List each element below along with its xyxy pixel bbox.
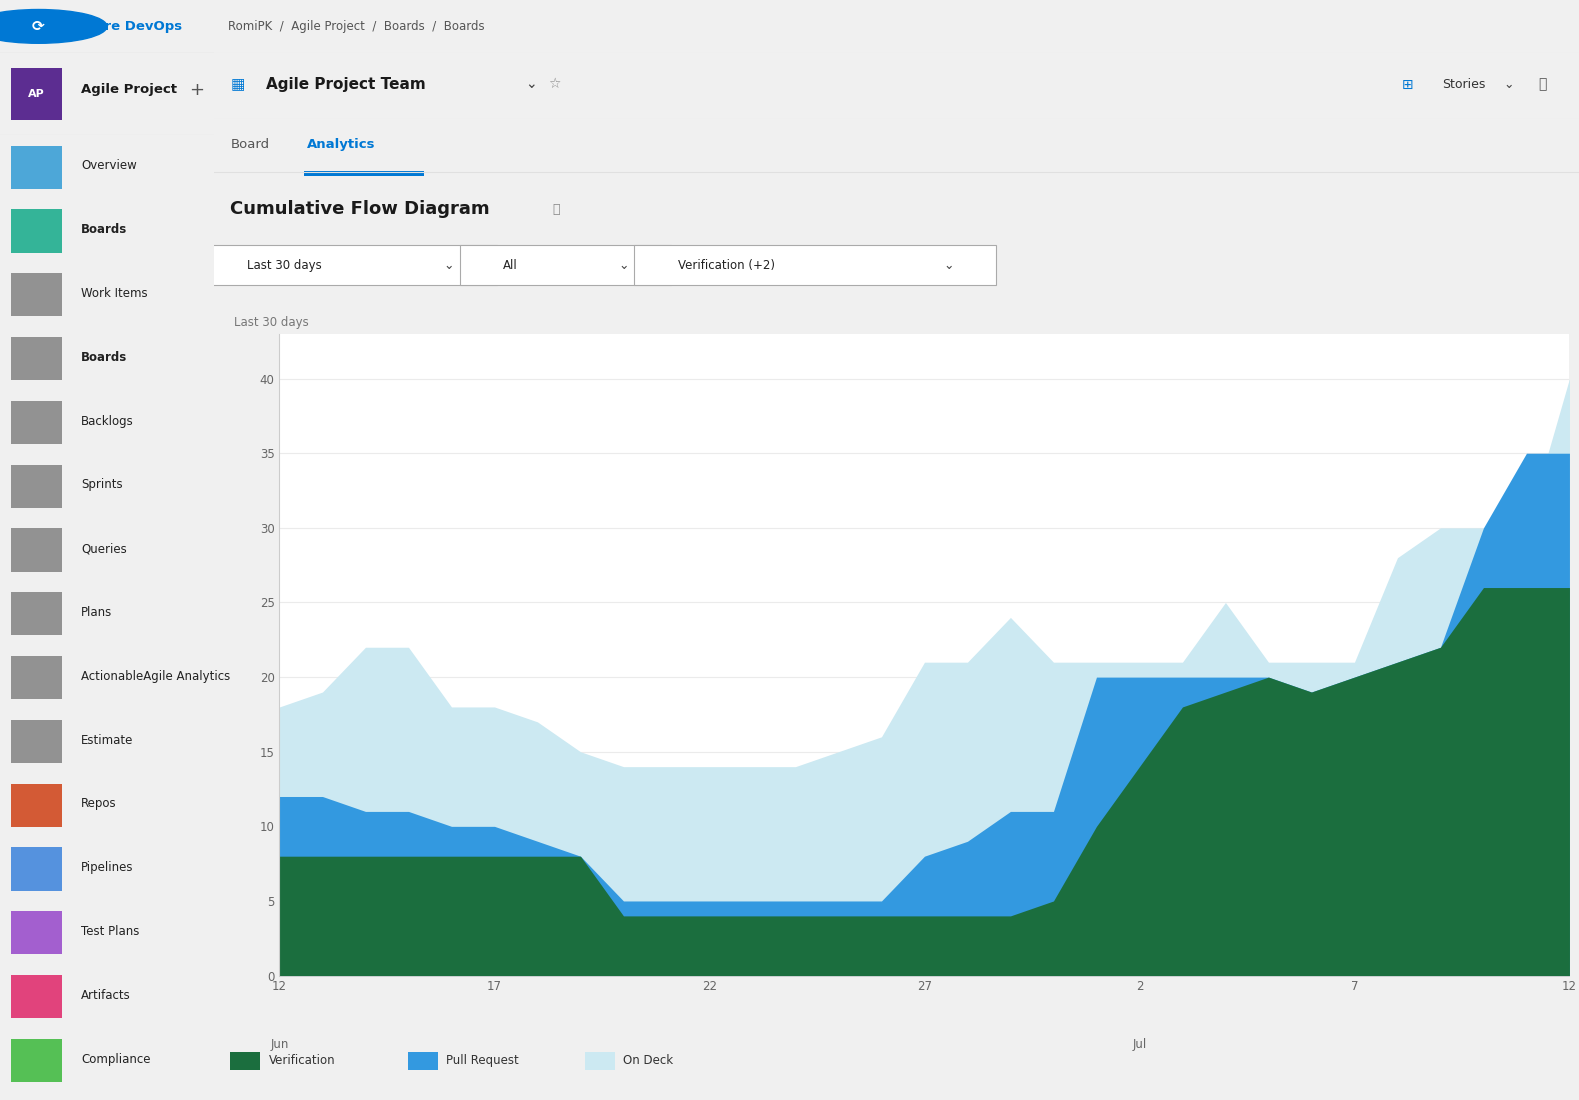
Text: Boards: Boards [81, 351, 128, 364]
Text: Boards: Boards [81, 223, 128, 236]
Text: Overview: Overview [81, 160, 137, 173]
Text: Agile Project: Agile Project [81, 84, 177, 97]
Bar [305, 172, 425, 176]
FancyBboxPatch shape [11, 847, 62, 891]
Text: Analytics: Analytics [306, 138, 376, 151]
FancyBboxPatch shape [11, 464, 62, 508]
Text: Stories: Stories [1443, 78, 1486, 91]
Text: ⌄: ⌄ [943, 258, 954, 272]
Text: Azure DevOps: Azure DevOps [77, 20, 182, 33]
Text: Plans: Plans [81, 606, 112, 619]
Text: ⤢: ⤢ [1538, 77, 1546, 91]
FancyBboxPatch shape [11, 911, 62, 955]
Text: Agile Project Team: Agile Project Team [265, 77, 426, 92]
Text: Sprints: Sprints [81, 478, 123, 492]
Text: All: All [504, 258, 518, 272]
Text: Jul: Jul [1132, 1038, 1146, 1052]
Text: Verification (+2): Verification (+2) [677, 258, 775, 272]
Text: ⟳: ⟳ [32, 19, 44, 34]
Text: Backlogs: Backlogs [81, 415, 134, 428]
FancyBboxPatch shape [11, 68, 62, 120]
Text: Pull Request: Pull Request [445, 1054, 519, 1067]
Text: ⊞: ⊞ [1402, 77, 1413, 91]
Text: On Deck: On Deck [624, 1054, 674, 1067]
Text: Jun: Jun [270, 1038, 289, 1052]
FancyBboxPatch shape [11, 337, 62, 381]
Text: Estimate: Estimate [81, 734, 134, 747]
FancyBboxPatch shape [11, 783, 62, 827]
Bar [586, 1052, 616, 1070]
Text: Work Items: Work Items [81, 287, 148, 300]
Text: ⌄: ⌄ [1503, 78, 1514, 91]
FancyBboxPatch shape [11, 209, 62, 253]
Text: Last 30 days: Last 30 days [234, 316, 309, 329]
Text: ⌄: ⌄ [619, 258, 628, 272]
FancyBboxPatch shape [11, 145, 62, 189]
Text: Board: Board [231, 138, 270, 151]
Text: Pipelines: Pipelines [81, 861, 134, 875]
FancyBboxPatch shape [459, 245, 671, 285]
FancyBboxPatch shape [11, 1038, 62, 1082]
Text: RomiPK  /  Agile Project  /  Boards  /  Boards: RomiPK / Agile Project / Boards / Boards [227, 20, 485, 33]
FancyBboxPatch shape [11, 592, 62, 636]
Text: Test Plans: Test Plans [81, 925, 139, 938]
Text: Verification: Verification [268, 1054, 335, 1067]
Text: ⌄: ⌄ [526, 77, 537, 91]
FancyBboxPatch shape [11, 719, 62, 763]
Bar [231, 1052, 261, 1070]
Text: ⓘ: ⓘ [553, 202, 561, 216]
FancyBboxPatch shape [11, 400, 62, 444]
Bar [407, 1052, 437, 1070]
Text: Compliance: Compliance [81, 1053, 152, 1066]
Circle shape [0, 10, 107, 43]
Text: Cumulative Flow Diagram: Cumulative Flow Diagram [231, 200, 489, 218]
FancyBboxPatch shape [204, 245, 496, 285]
Text: Artifacts: Artifacts [81, 989, 131, 1002]
FancyBboxPatch shape [11, 975, 62, 1019]
FancyBboxPatch shape [11, 273, 62, 317]
Text: Last 30 days: Last 30 days [246, 258, 322, 272]
FancyBboxPatch shape [11, 656, 62, 700]
Text: ⌄: ⌄ [444, 258, 455, 272]
FancyBboxPatch shape [11, 528, 62, 572]
Text: Queries: Queries [81, 542, 126, 556]
Text: ActionableAgile Analytics: ActionableAgile Analytics [81, 670, 231, 683]
Text: +: + [189, 81, 204, 99]
FancyBboxPatch shape [635, 245, 996, 285]
Text: ☆: ☆ [548, 77, 561, 91]
Text: ▦: ▦ [231, 77, 245, 92]
Text: AP: AP [28, 89, 44, 99]
Text: Repos: Repos [81, 798, 117, 811]
